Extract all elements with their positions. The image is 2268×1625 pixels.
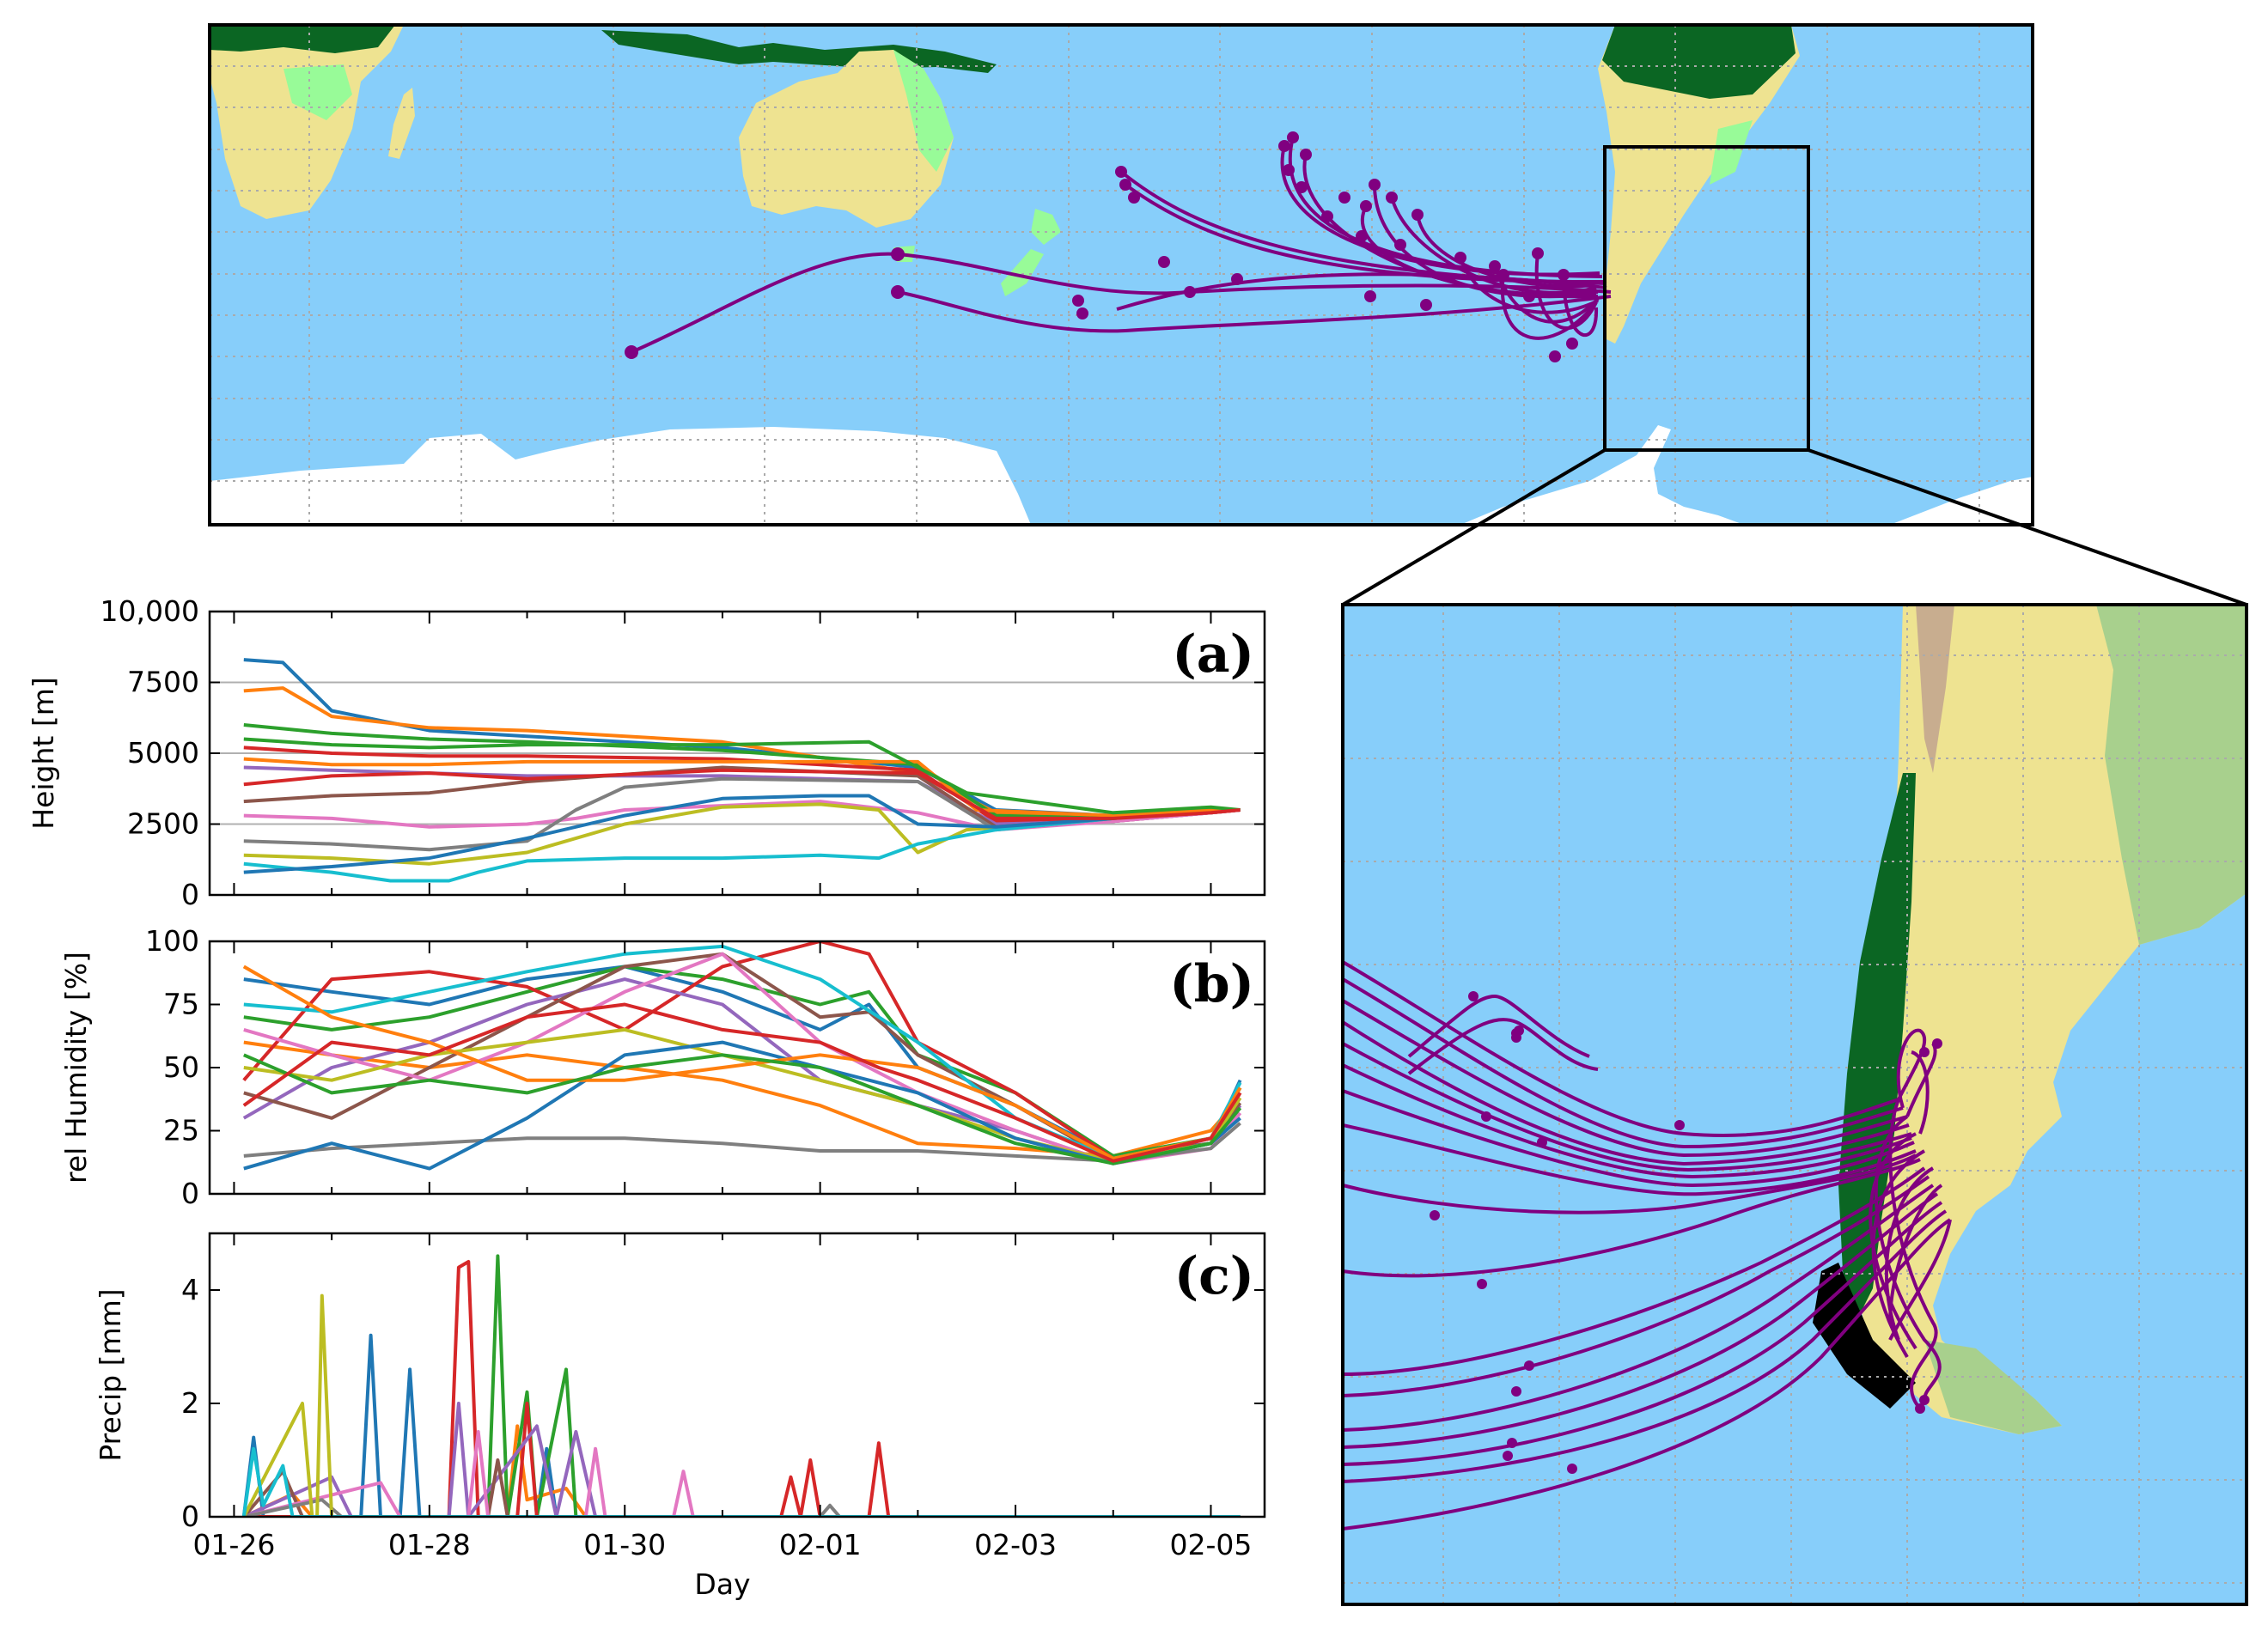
world-trajectory-markers: [625, 131, 1578, 362]
inset-forest: [1838, 773, 1916, 1323]
x-tick-label: 01-26: [192, 1528, 275, 1561]
series-line: [243, 965, 1242, 1158]
series-line: [243, 768, 1241, 820]
world-map: [208, 23, 2034, 526]
x-tick-label: 02-01: [779, 1528, 862, 1561]
y-tick-label: 0: [181, 1177, 199, 1210]
x-tick-label: 02-03: [974, 1528, 1057, 1561]
panel-a-height: 0 2500 5000 7500 10,000 Height [m] (a): [27, 594, 1266, 911]
africa-landmass: [210, 25, 404, 219]
inset-bare: [1916, 605, 1954, 773]
inset-map: [1341, 603, 2248, 1606]
y-axis-label: Height [m]: [27, 677, 60, 829]
series-line: [243, 737, 1241, 815]
y-tick-label: 0: [181, 1500, 199, 1533]
plot-frame: [208, 1232, 1266, 1518]
australia-grass: [893, 50, 954, 172]
inset-trajectory-markers: [1430, 991, 1942, 1474]
series-group: [242, 941, 1242, 1171]
inset-south-grass: [1924, 1340, 2062, 1434]
series-line: [243, 1053, 1242, 1165]
x-tick-label: 01-30: [583, 1528, 666, 1561]
y-tick-label: 100: [145, 924, 199, 958]
series-line: [241, 1446, 1241, 1517]
zoom-region-box: [1603, 145, 1810, 452]
africa-forest: [210, 25, 395, 53]
y-tick-label: 2: [181, 1386, 199, 1420]
inset-archipelago: [1813, 1263, 1916, 1409]
y-tick-label: 50: [163, 1050, 199, 1084]
series-line: [242, 1402, 1241, 1517]
panel-c-precip: 0 2 4 01-26 01-28 01-30 02-01 02-03 02-05 Precip …: [94, 1232, 1266, 1561]
south-america-landmass: [1598, 25, 1800, 344]
y-axis-label: Precip [mm]: [94, 1288, 127, 1461]
y-tick-label: 5000: [127, 736, 199, 770]
series-line: [242, 1002, 1242, 1163]
africa-grass: [284, 64, 352, 120]
series-line: [243, 757, 1241, 818]
panel-tag: (a): [1172, 624, 1254, 685]
south-america-forest: [1602, 25, 1796, 99]
y-tick-label: 7500: [127, 666, 199, 699]
series-group: [241, 1254, 1241, 1517]
series-line: [243, 1260, 1241, 1517]
inset-map-frame: [1341, 603, 2248, 1606]
panel-b-humidity: 0 25 50 75 100 rel Humidity [%] (b): [59, 924, 1266, 1210]
y-tick-label: 10,000: [101, 594, 199, 628]
south-america-grass: [1710, 120, 1753, 185]
antarctica-east: [1890, 477, 2033, 525]
madagascar: [388, 88, 415, 159]
y-axis-label: rel Humidity [%]: [59, 952, 93, 1184]
inset-trajectories: [1343, 960, 1952, 1531]
series-line: [241, 1333, 1241, 1517]
y-tick-label: 2500: [127, 807, 199, 841]
x-axis-label: Day: [694, 1567, 750, 1601]
panel-tag: (b): [1169, 954, 1254, 1014]
zoom-connector-right: [1808, 448, 2247, 606]
y-tick-label: 4: [181, 1273, 199, 1306]
antarctica: [210, 427, 1031, 525]
world-trajectories: [631, 137, 1612, 354]
y-tick-label: 25: [163, 1114, 199, 1147]
zoom-connector-left: [1341, 448, 1606, 606]
series-line: [243, 1254, 1241, 1517]
antarctic-peninsula: [1460, 425, 1744, 525]
australia-landmass: [739, 50, 954, 228]
series-line: [243, 1498, 1241, 1517]
x-tick-label: 02-05: [1170, 1528, 1253, 1561]
series-line: [242, 1293, 1241, 1517]
y-tick-label: 0: [181, 878, 199, 911]
new-zealand-north: [1031, 209, 1061, 245]
y-tick-label: 75: [163, 988, 199, 1021]
world-map-frame: [208, 23, 2034, 526]
panel-tag: (c): [1174, 1246, 1254, 1306]
series-group: [243, 658, 1241, 883]
x-tick-label: 01-28: [388, 1528, 471, 1561]
new-zealand-south: [1001, 249, 1044, 296]
series-line: [243, 1430, 1241, 1517]
inset-shrub: [2096, 605, 2247, 945]
